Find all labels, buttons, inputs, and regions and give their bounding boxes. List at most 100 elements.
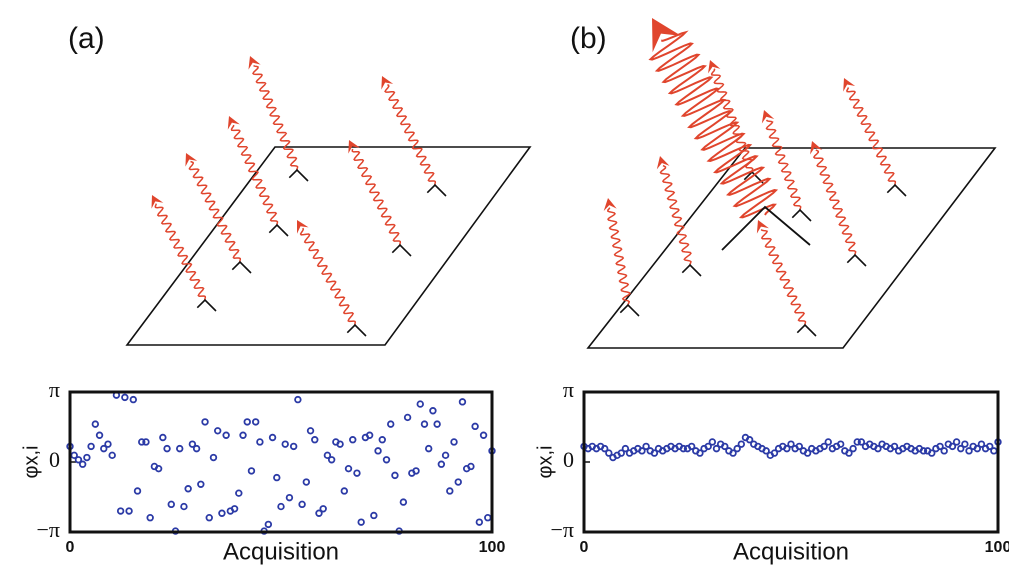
data-point [342, 488, 348, 494]
photon-wave [767, 120, 801, 210]
data-point [825, 439, 831, 445]
data-point [164, 446, 170, 452]
data-point [443, 453, 449, 459]
data-point [371, 513, 377, 519]
data-point [838, 441, 844, 447]
photon-wave [761, 230, 805, 326]
data-point [329, 457, 335, 463]
x-tick-label: 0 [580, 539, 589, 556]
x-axis-label: Acquisition [733, 538, 849, 565]
data-point [126, 508, 132, 514]
data-point [232, 506, 238, 512]
data-point [346, 466, 352, 472]
data-point [295, 397, 301, 403]
data-point [375, 448, 381, 454]
chevron [232, 262, 251, 273]
arrow-head [185, 153, 197, 167]
photon-wave [301, 228, 356, 325]
data-point [244, 419, 250, 425]
data-point [417, 401, 423, 407]
data-point [287, 495, 293, 501]
data-point [308, 428, 314, 434]
arrow-head [657, 156, 670, 169]
data-point [211, 455, 217, 461]
data-point [93, 421, 99, 427]
chevron [289, 170, 308, 181]
data-point [413, 468, 419, 474]
y-tick-label: 0 [563, 447, 574, 472]
data-point [198, 481, 204, 487]
x-tick-label: 100 [985, 539, 1009, 556]
data-point [401, 499, 407, 505]
data-point [299, 502, 305, 508]
data-point [312, 437, 318, 443]
data-point [455, 479, 461, 485]
data-point [97, 432, 103, 438]
data-point [282, 441, 288, 447]
photon-wave [352, 149, 400, 245]
x-tick-label: 100 [479, 539, 506, 556]
data-point [240, 432, 246, 438]
data-point [392, 473, 398, 479]
data-point [223, 432, 229, 438]
chevron [887, 185, 906, 196]
data-point [80, 461, 86, 467]
data-point [354, 470, 360, 476]
arrow-head [604, 198, 617, 211]
data-point [350, 437, 356, 443]
panel-label: (b) [570, 22, 607, 55]
data-point [379, 437, 385, 443]
chevron [269, 225, 288, 236]
data-point [472, 424, 478, 430]
plot-frame [584, 392, 998, 532]
photon-wave [385, 85, 435, 185]
data-point [468, 464, 474, 470]
data-point [274, 475, 280, 481]
photon-wave [155, 204, 205, 300]
chevron [620, 305, 639, 316]
data-point [954, 439, 960, 445]
data-point [434, 421, 440, 427]
arrow-head [843, 78, 855, 92]
data-point [181, 504, 187, 510]
data-point [320, 506, 326, 512]
photon-wave [847, 88, 895, 186]
data-point [422, 421, 428, 427]
data-point [177, 446, 183, 452]
x-axis-label: Acquisition [223, 538, 339, 565]
data-point [122, 395, 128, 401]
y-tick-label: 0 [49, 447, 60, 472]
data-point [405, 415, 411, 421]
data-point [850, 446, 856, 452]
data-point [168, 502, 174, 508]
data-point [118, 508, 124, 514]
arrow-head [228, 116, 240, 130]
data-point [236, 490, 242, 496]
data-point [710, 439, 716, 445]
data-point [481, 432, 487, 438]
data-point [249, 468, 255, 474]
data-point [358, 519, 364, 525]
y-axis-label: φx,i [20, 446, 42, 479]
data-point [185, 486, 191, 492]
y-tick-label: π [49, 377, 60, 402]
photon-wave [189, 162, 240, 263]
data-point [291, 444, 297, 450]
data-point [253, 419, 259, 425]
data-point [270, 435, 276, 441]
diagrams [127, 18, 995, 348]
data-point [477, 519, 483, 525]
data-point [304, 479, 310, 485]
photon-wave [253, 66, 298, 170]
chevron [392, 245, 411, 256]
data-point [962, 441, 968, 447]
data-point [266, 522, 272, 528]
data-point [278, 504, 284, 510]
y-tick-label: −π [550, 517, 574, 542]
data-point [215, 428, 221, 434]
data-point [439, 461, 445, 467]
data-point [447, 488, 453, 494]
data-point [257, 439, 263, 445]
data-point [337, 441, 343, 447]
data-point [426, 446, 432, 452]
